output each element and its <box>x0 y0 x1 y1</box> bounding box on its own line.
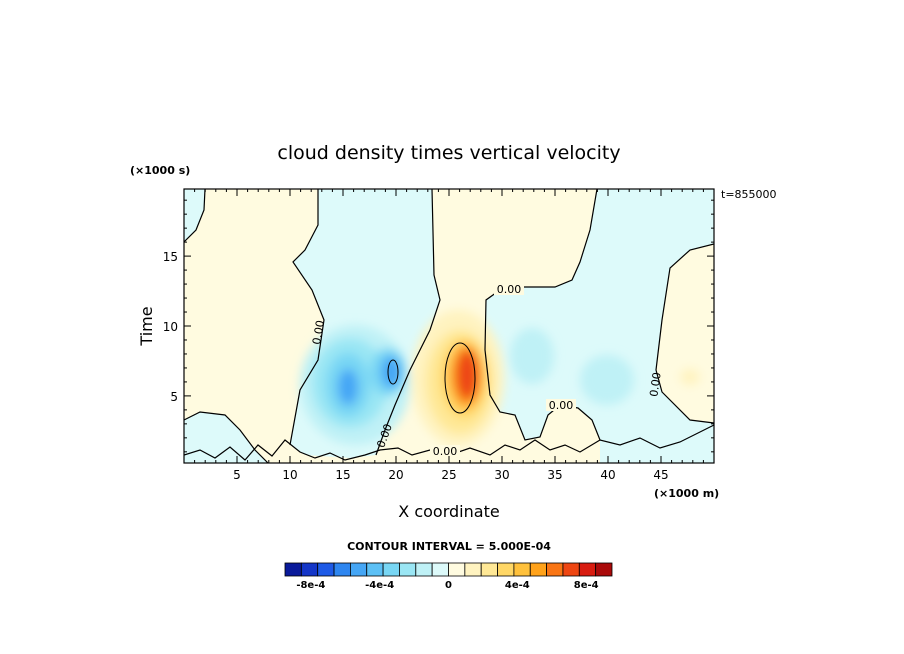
colorbar-swatch <box>497 562 515 577</box>
zero-contour <box>375 189 441 456</box>
contour-label: 0.00 <box>647 371 663 397</box>
contour-positive-core <box>444 342 476 414</box>
plot-field: 0.00 0.00 0.00 0.00 0.00 0.00 <box>184 189 714 463</box>
colorbar-swatch <box>431 562 449 577</box>
negative-patch-b <box>580 355 634 405</box>
x-tick-label: 20 <box>388 468 403 482</box>
x-tick-label: 30 <box>494 468 509 482</box>
zero-contour <box>184 411 269 463</box>
colorbar-swatch <box>317 562 335 577</box>
axes: 5 10 15 20 25 30 35 40 45 5 10 15 <box>163 189 714 482</box>
contour-negative-core <box>387 359 399 385</box>
colorbar-swatch <box>562 562 580 577</box>
colorbar-tick-label: 8e-4 <box>574 580 599 591</box>
negative-region-left-bottom <box>184 412 268 463</box>
colorbar-swatch <box>382 562 400 577</box>
colorbar-swatch <box>595 562 613 577</box>
positive-patch-right <box>680 369 700 385</box>
contour-label: 0.00 <box>433 445 458 458</box>
colorbar-tick-label: -4e-4 <box>365 580 394 591</box>
x-tick-label: 40 <box>600 468 615 482</box>
contour-label: 0.00 <box>497 283 522 296</box>
colorbar-tick-label: 0 <box>445 580 452 591</box>
colorbar-swatch <box>513 562 531 577</box>
negative-region-left-top <box>184 189 205 242</box>
y-unit-label: (×1000 s) <box>130 164 190 177</box>
x-tick-label: 10 <box>282 468 297 482</box>
negative-region-right <box>485 189 714 463</box>
contour-label-bg <box>430 445 460 457</box>
positive-core <box>456 350 478 400</box>
y-tick-label: 10 <box>163 320 178 334</box>
colorbar-swatch <box>349 562 368 577</box>
x-tick-label: 45 <box>653 468 668 482</box>
colorbar-swatch <box>529 562 548 577</box>
colorbar: -8e-4 -4e-4 0 4e-4 8e-4 <box>284 562 613 591</box>
y-tick-label: 15 <box>163 250 178 264</box>
chart-title: cloud density times vertical velocity <box>277 142 620 164</box>
colorbar-swatch <box>399 562 417 577</box>
y-tick-label: 5 <box>170 390 178 404</box>
colorbar-tick-label: -8e-4 <box>296 580 325 591</box>
negative-core-a <box>338 369 358 405</box>
contour-label-bg <box>546 399 576 411</box>
zero-contour <box>289 189 325 446</box>
colorbar-swatch <box>480 562 498 577</box>
contour-label: 0.00 <box>549 399 574 412</box>
x-axis-label: X coordinate <box>398 502 499 521</box>
contour-interval-label: CONTOUR INTERVAL = 5.000E-04 <box>347 540 551 553</box>
y-axis-label: Time <box>137 306 156 346</box>
x-unit-label: (×1000 m) <box>654 487 719 500</box>
colorbar-swatch <box>284 562 302 577</box>
contour-label-bg <box>494 283 524 295</box>
contour-label: 0.00 <box>310 319 327 345</box>
x-tick-label: 25 <box>441 468 456 482</box>
colorbar-swatch <box>366 562 384 577</box>
colorbar-tick-label: 4e-4 <box>505 580 530 591</box>
contour-fill-blobs <box>300 310 700 446</box>
zero-contour <box>184 189 206 243</box>
zero-contour <box>655 243 714 424</box>
colorbar-swatch <box>546 562 564 577</box>
x-tick-label: 5 <box>233 468 241 482</box>
negative-patch-a <box>510 328 554 384</box>
time-stamp: t=855000 <box>721 188 777 201</box>
colorbar-swatch <box>333 562 351 577</box>
colorbar-swatch <box>464 562 482 577</box>
colorbar-swatch <box>300 562 319 577</box>
x-tick-label: 15 <box>335 468 350 482</box>
colorbar-swatch <box>415 562 433 577</box>
colorbar-swatch <box>448 562 466 577</box>
x-tick-label: 35 <box>547 468 562 482</box>
negative-core-b <box>381 356 401 388</box>
colorbar-swatch <box>578 562 597 577</box>
